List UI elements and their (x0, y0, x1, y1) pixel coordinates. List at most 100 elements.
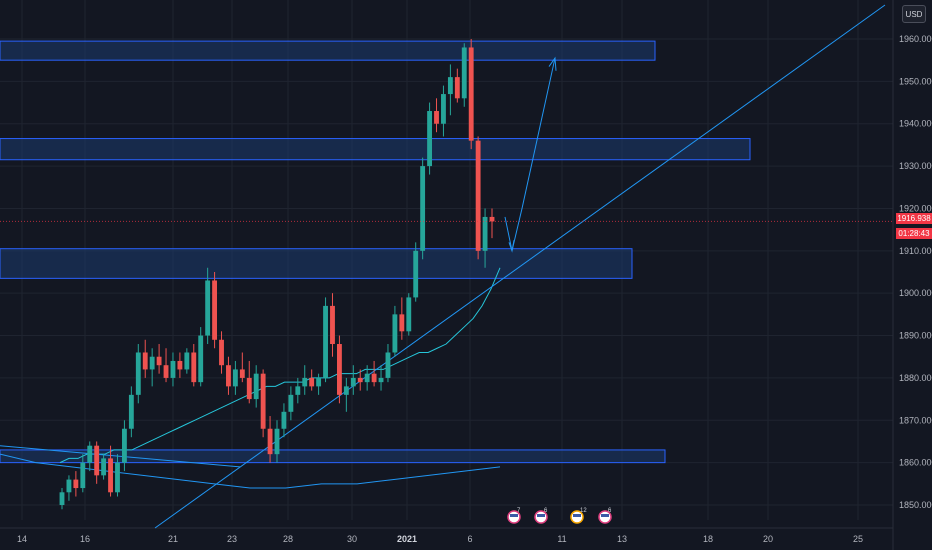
price-tick-label: 1950.000 (899, 76, 932, 86)
us-flag-icon[interactable]: 6 (534, 508, 548, 524)
candle-body (246, 377, 252, 400)
us-flag-icon[interactable]: 6 (598, 508, 612, 524)
event-count: 6 (544, 508, 548, 514)
candle-body (434, 111, 439, 124)
candle-body (336, 344, 342, 395)
price-tick-label: 1960.000 (899, 34, 932, 44)
candle-body (177, 360, 183, 370)
time-tick-label: 23 (227, 534, 237, 544)
candle-body (447, 77, 453, 95)
time-tick-label: 25 (853, 534, 863, 544)
price-tick-label: 1910.000 (899, 246, 932, 256)
candle-body (302, 377, 308, 387)
candle-body (219, 339, 224, 366)
supply-demand-zone (0, 138, 751, 161)
candle-body (232, 369, 238, 387)
candle-body (267, 428, 273, 455)
price-tick-label: 1940.000 (899, 119, 932, 129)
time-tick-label: 13 (617, 534, 627, 544)
candle-body (66, 479, 72, 493)
price-tick-label: 1880.000 (899, 373, 932, 383)
candle-body (142, 352, 148, 370)
support-trend-line (0, 445, 241, 468)
candle-body (191, 352, 197, 383)
candle-body (108, 458, 113, 493)
time-tick-label: 2021 (397, 534, 417, 544)
countdown-label: 01:28:43 (896, 228, 932, 239)
price-tick-label: 1890.000 (899, 331, 932, 341)
time-tick-label: 21 (168, 534, 178, 544)
candle-body (330, 305, 335, 345)
candle-body (135, 352, 141, 395)
candle-body (461, 47, 467, 99)
candle-body (323, 305, 328, 378)
candle-body (239, 369, 245, 378)
time-tick-label: 11 (557, 534, 566, 544)
candle-body (316, 377, 322, 387)
candle-body (128, 394, 134, 429)
candle-body (253, 373, 259, 400)
candle-body (184, 352, 190, 370)
candle-body (205, 280, 211, 336)
candle-body (198, 335, 204, 383)
arrow-head (508, 240, 515, 253)
candle-body (226, 365, 231, 387)
candle-body (406, 297, 412, 332)
candle-body (288, 394, 294, 412)
candle-body (156, 356, 162, 366)
supply-demand-zone (0, 40, 656, 61)
candle-body (343, 386, 349, 395)
candle-body (212, 280, 218, 340)
candle-body (281, 411, 287, 429)
time-tick-label: 20 (763, 534, 773, 544)
price-tick-label: 1920.000 (899, 203, 932, 213)
candle-body (427, 111, 433, 167)
candle-body (115, 462, 120, 493)
currency-button[interactable]: USD (902, 5, 926, 23)
candle-body (441, 94, 446, 124)
candle-body (121, 428, 127, 463)
time-tick-label: 30 (347, 534, 357, 544)
candle-body (59, 492, 65, 505)
us-flag-icon[interactable]: 12 (570, 508, 587, 524)
candle-body (101, 458, 107, 476)
candle-body (350, 377, 356, 387)
candle-body (489, 216, 495, 222)
us-flag-icon[interactable]: 7 (507, 508, 521, 524)
candle-body (399, 314, 405, 332)
event-count: 7 (517, 508, 521, 514)
candle-body (73, 479, 79, 489)
price-tick-label: 1870.000 (899, 415, 932, 425)
candle-body (420, 166, 426, 251)
candle-body (413, 250, 419, 298)
supply-demand-zone (0, 449, 666, 464)
candle-body (295, 386, 301, 395)
candle-body (385, 352, 391, 378)
candle-body (274, 428, 280, 455)
event-count: 12 (580, 508, 587, 514)
price-tick-label: 1860.000 (899, 458, 932, 468)
candle-body (149, 356, 155, 370)
candle-body (378, 377, 384, 383)
candle-body (482, 216, 488, 251)
candle-body (80, 462, 86, 489)
candle-body (170, 360, 176, 378)
candle-body (87, 445, 93, 463)
time-tick-label: 6 (467, 534, 472, 544)
moving-average-line (59, 267, 501, 464)
current-price-label: 1916.938 (896, 213, 932, 224)
candle-body (357, 377, 363, 383)
time-tick-label: 28 (283, 534, 293, 544)
event-count: 6 (608, 508, 612, 514)
supply-demand-zone (0, 248, 633, 279)
candle-body (475, 140, 481, 251)
time-tick-label: 18 (703, 534, 713, 544)
candle-body (468, 47, 474, 141)
time-tick-label: 16 (80, 534, 90, 544)
candle-body (454, 77, 460, 99)
candle-body (163, 365, 169, 378)
candle-body (364, 373, 370, 383)
projection-arrow (504, 57, 556, 251)
candle-body (371, 373, 377, 383)
